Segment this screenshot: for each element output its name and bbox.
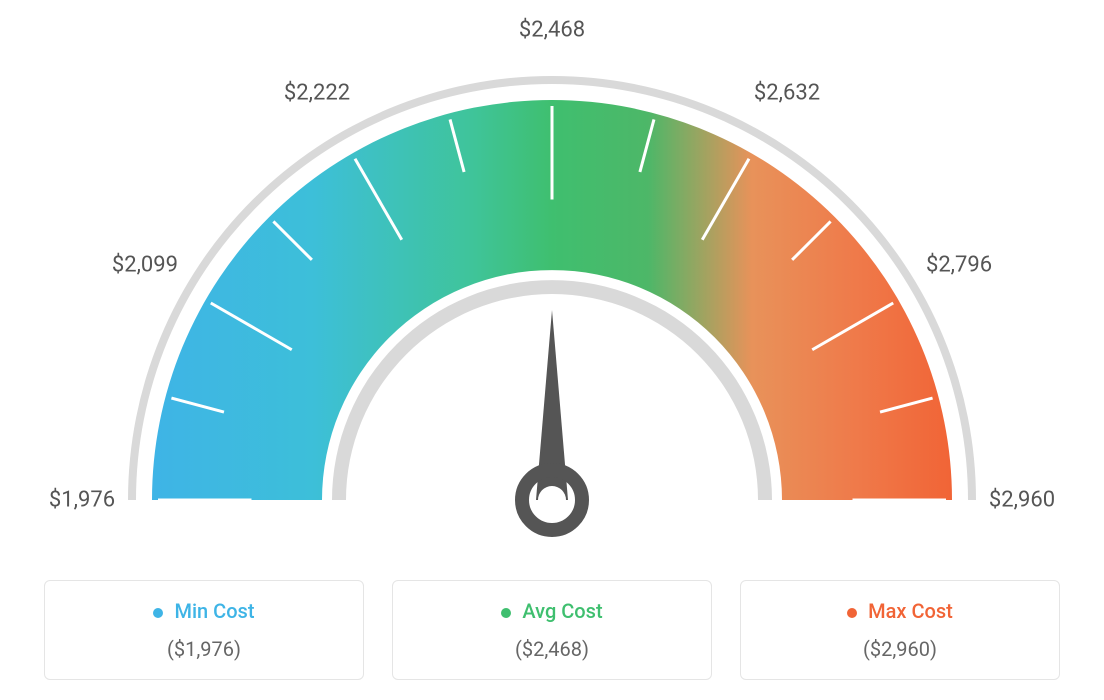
gauge-tick-label: $2,222 [284,80,350,105]
legend-label: Avg Cost [522,599,602,623]
gauge-chart: $1,976 $2,099 $2,222 $2,468 $2,632 $2,796 $2,9… [20,20,1084,540]
gauge-tick-label: $2,099 [112,253,178,278]
gauge-tick-label: $2,468 [519,18,585,43]
legend-label: Min Cost [174,599,254,623]
legend-title-max: Max Cost [741,599,1059,623]
dot-icon [847,608,857,618]
dot-icon [501,608,511,618]
legend-title-min: Min Cost [45,599,363,623]
legend-value-max: ($2,960) [741,637,1059,661]
legend-card-min: Min Cost ($1,976) [44,580,364,680]
gauge-tick-label: $2,796 [926,253,992,278]
gauge-tick-label: $1,976 [49,488,115,513]
legend-value-avg: ($2,468) [393,637,711,661]
gauge-svg [20,20,1084,540]
gauge-tick-label: $2,960 [989,488,1055,513]
legend-value-min: ($1,976) [45,637,363,661]
legend-card-max: Max Cost ($2,960) [740,580,1060,680]
legend-title-avg: Avg Cost [393,599,711,623]
legend-label: Max Cost [868,599,953,623]
legend: Min Cost ($1,976) Avg Cost ($2,468) Max … [20,580,1084,680]
dot-icon [153,608,163,618]
gauge-tick-label: $2,632 [754,80,820,105]
legend-card-avg: Avg Cost ($2,468) [392,580,712,680]
